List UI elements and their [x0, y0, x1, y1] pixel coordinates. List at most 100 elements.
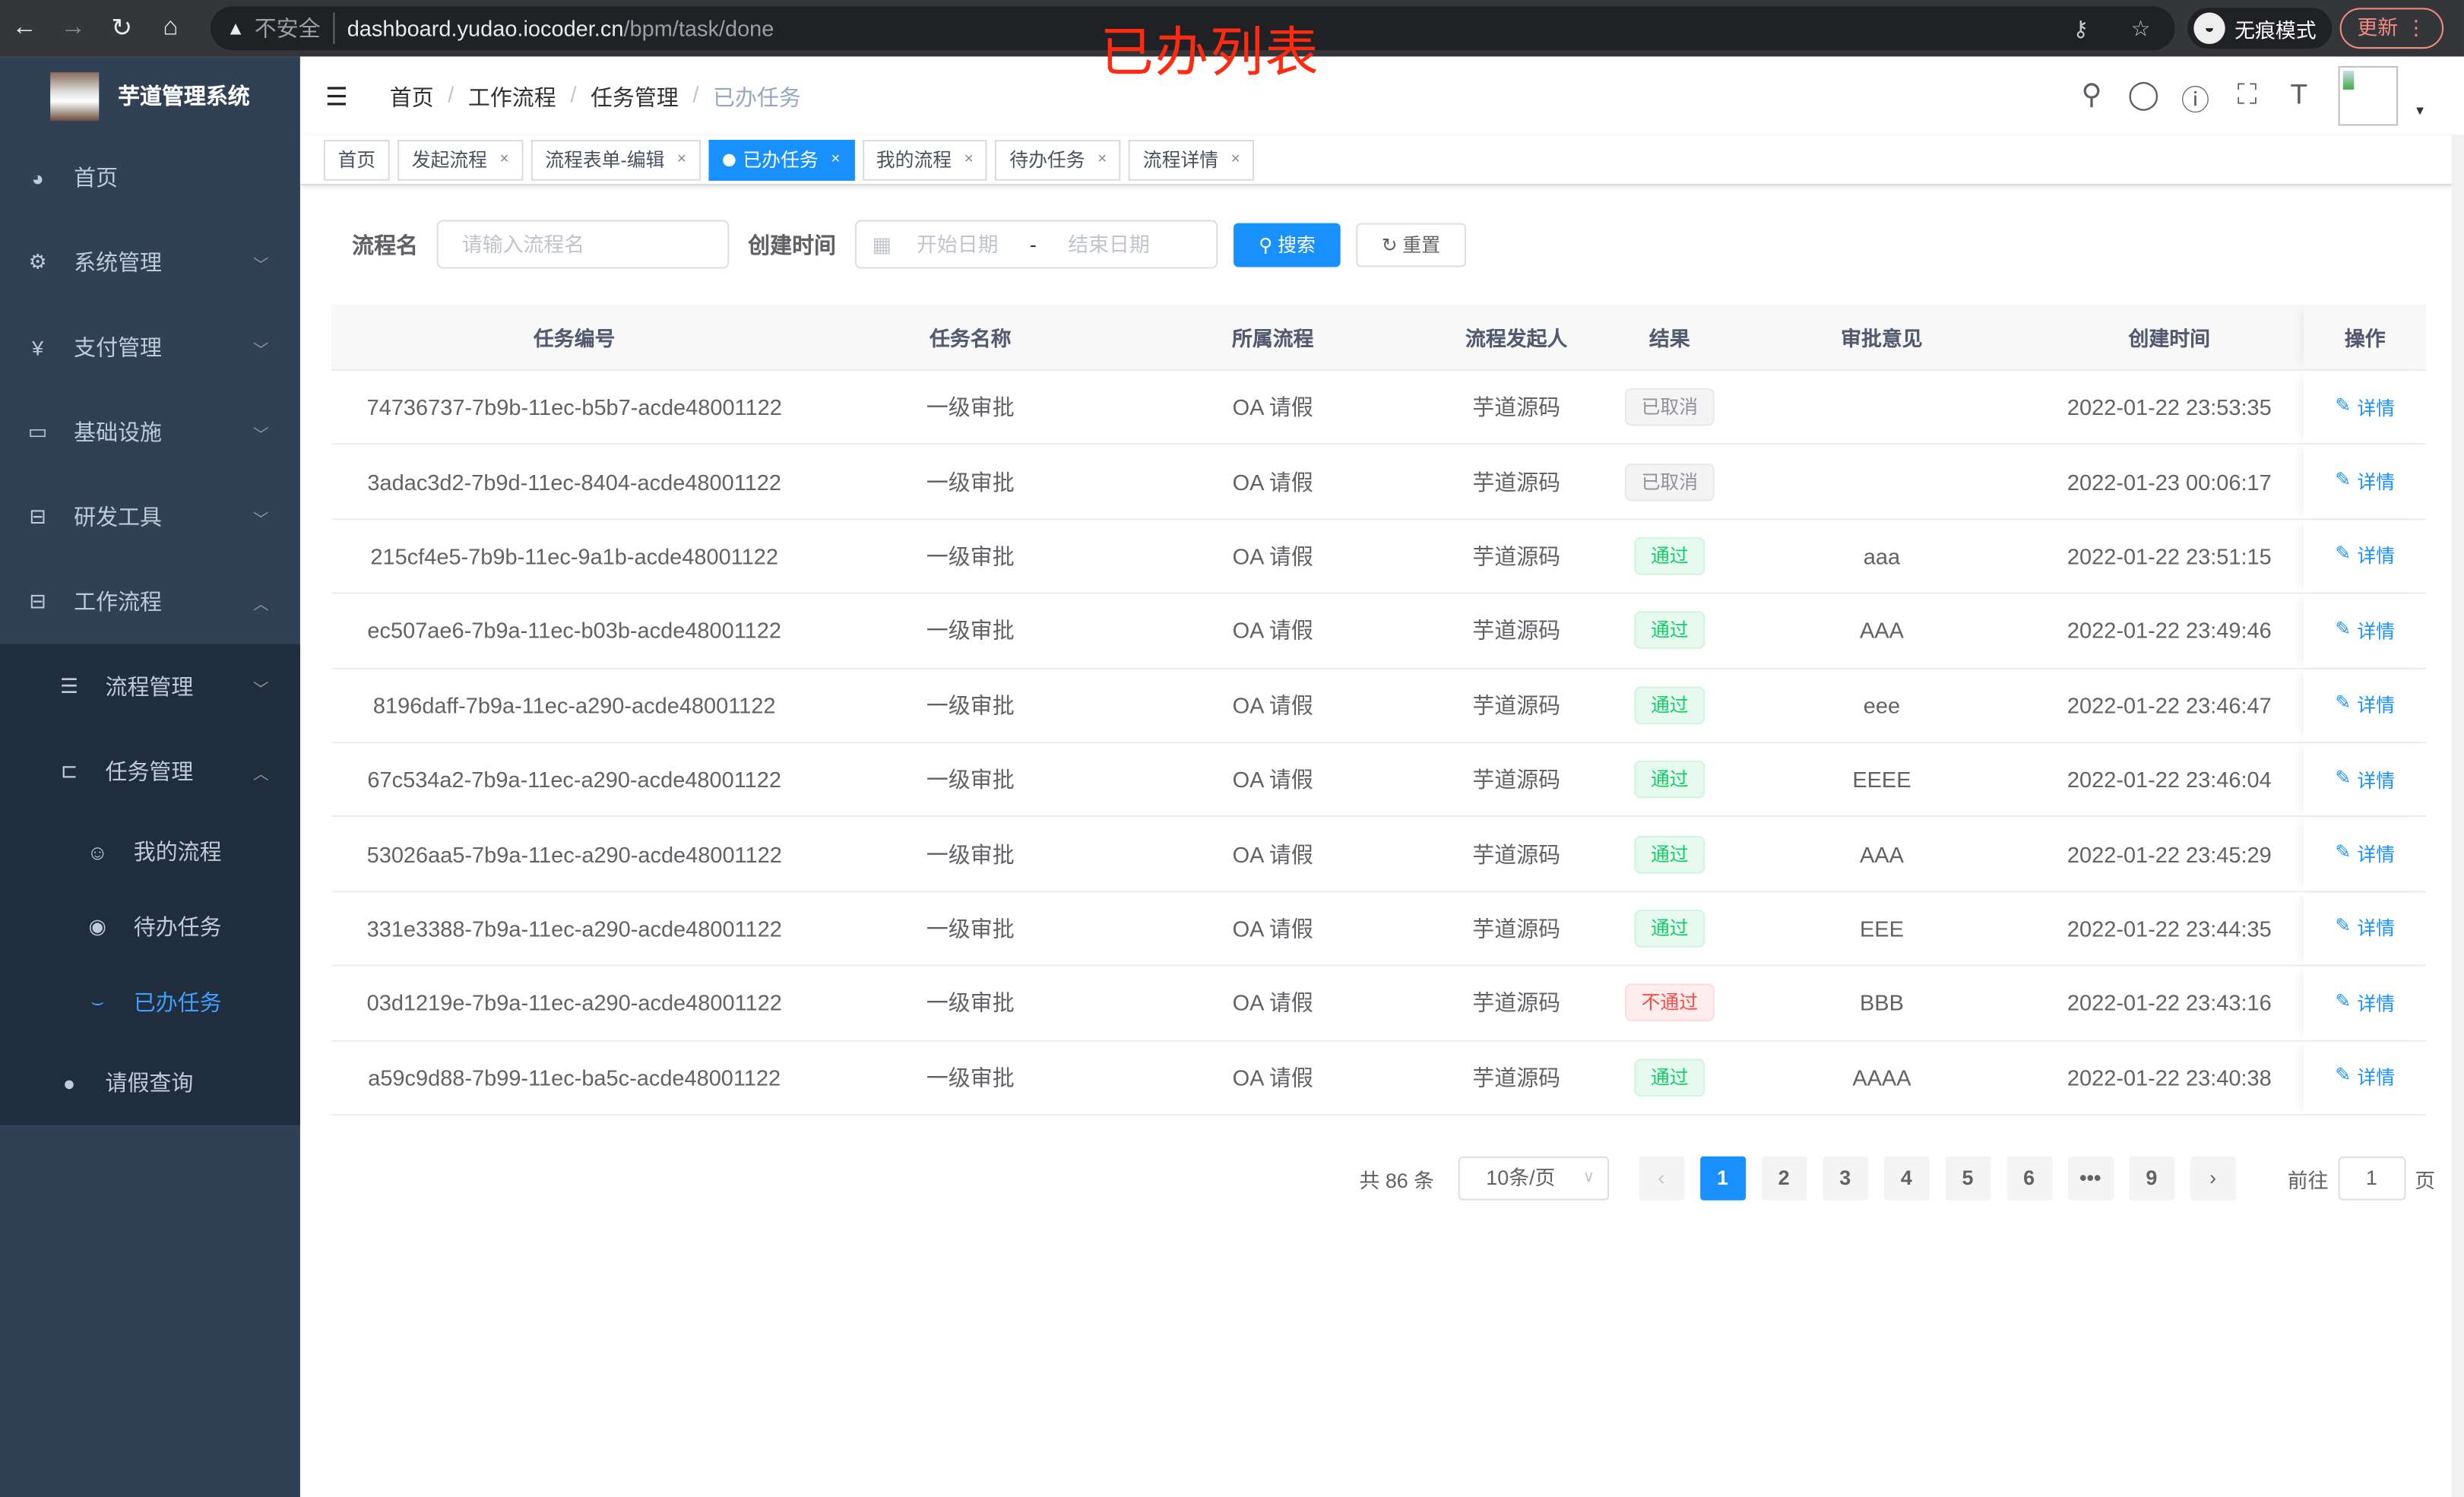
hamburger-icon[interactable]: ☰ — [325, 84, 348, 112]
page-scrollbar[interactable] — [2451, 135, 2464, 1497]
detail-button[interactable]: ✎ 详情 — [2335, 1064, 2395, 1090]
tag-form-edit[interactable]: 流程表单-编辑 × — [530, 138, 701, 180]
task-id: 67c534a2-7b9a-11ec-a290-acde48001122 — [367, 767, 781, 793]
sidebar-item-home[interactable]: ◕ 首页 — [0, 135, 300, 220]
home-icon[interactable]: ⌂ — [163, 14, 179, 41]
page-button[interactable]: 3 — [1822, 1156, 1868, 1201]
next-page-button[interactable]: › — [2190, 1156, 2236, 1201]
sidebar-item-tools[interactable]: ⊟ 研发工具 ﹀ — [0, 474, 300, 559]
close-icon[interactable]: × — [831, 150, 841, 168]
detail-button[interactable]: ✎ 详情 — [2335, 394, 2395, 420]
close-icon[interactable]: × — [1097, 150, 1107, 168]
task-name: 一级审批 — [926, 394, 1015, 420]
create-time: 2022-01-22 23:44:35 — [2067, 916, 2272, 942]
sidebar-item-task-manage[interactable]: ⊏ 任务管理 ︿ — [0, 729, 300, 814]
sidebar-item-leave[interactable]: ● 请假查询 — [0, 1040, 300, 1125]
sidebar-item-my-process[interactable]: ☺ 我的流程 — [0, 814, 300, 889]
breadcrumb-item[interactable]: 工作流程 — [467, 84, 556, 110]
process-name: OA 请假 — [1232, 841, 1313, 867]
close-icon[interactable]: × — [1230, 150, 1240, 168]
address-bar[interactable]: ▲ 不安全 dashboard.yudao.iocoder.cn/bpm/tas… — [211, 6, 2175, 51]
prev-page-button[interactable]: ‹ — [1638, 1156, 1684, 1201]
tag-todo[interactable]: 待办任务 × — [995, 138, 1121, 180]
result-badge: 通过 — [1635, 1058, 1705, 1097]
tag-label: 已办任务 — [743, 148, 819, 171]
list-icon: ☰ — [59, 674, 79, 698]
help-icon[interactable]: ⓘ — [2181, 84, 2210, 117]
tag-my-process[interactable]: 我的流程 × — [862, 138, 988, 180]
table-row: ec507ae6-7b9a-11ec-b03b-acde48001122 一级审… — [331, 594, 2427, 669]
detail-button[interactable]: ✎ 详情 — [2335, 468, 2395, 495]
page-button[interactable]: 2 — [1761, 1156, 1807, 1201]
page-jumper: 前往 1 页 — [2288, 1156, 2435, 1201]
task-id: 215cf4e5-7b9b-11ec-9a1b-acde48001122 — [370, 543, 778, 569]
page-button[interactable]: 1 — [1699, 1156, 1746, 1201]
search-icon[interactable]: ⚲ — [2081, 78, 2102, 110]
sidebar-item-todo[interactable]: ◉ 待办任务 — [0, 889, 300, 964]
task-name: 一级审批 — [926, 916, 1015, 942]
task-id: 8196daff-7b9a-11ec-a290-acde48001122 — [372, 692, 776, 718]
sidebar-item-workflow[interactable]: ⊟ 工作流程 ︿ — [0, 559, 300, 644]
sidebar-item-process-manage[interactable]: ☰ 流程管理 ﹀ — [0, 644, 300, 730]
incognito-badge[interactable]: ◒ 无痕模式 — [2187, 8, 2333, 49]
sidebar-item-infra[interactable]: ▭ 基础设施 ﹀ — [0, 390, 300, 475]
breadcrumb-item[interactable]: 首页 — [389, 84, 434, 110]
update-button[interactable]: 更新 ⋮ — [2339, 8, 2444, 49]
close-icon[interactable]: × — [676, 150, 686, 168]
tag-done-tasks[interactable]: 已办任务 × — [708, 138, 854, 180]
page-button[interactable]: 5 — [1945, 1156, 1991, 1201]
forward-icon[interactable]: → — [60, 14, 86, 41]
detail-button[interactable]: ✎ 详情 — [2335, 692, 2395, 718]
search-button[interactable]: ⚲ 搜索 — [1234, 222, 1341, 267]
range-separator: - — [1029, 233, 1037, 257]
close-icon[interactable]: × — [964, 150, 974, 168]
key-icon[interactable]: ⚷ — [2073, 14, 2089, 40]
date-range-picker[interactable]: ▦ 开始日期 - 结束日期 — [854, 220, 1218, 269]
goto-page-input[interactable]: 1 — [2337, 1156, 2405, 1201]
detail-label: 详情 — [2357, 695, 2396, 717]
more-pages-button[interactable]: ••• — [2067, 1156, 2114, 1201]
user-avatar[interactable] — [2338, 65, 2399, 126]
task-id: 3adac3d2-7b9d-11ec-8404-acde48001122 — [367, 469, 781, 495]
sidebar-item-done[interactable]: ⌣ 已办任务 — [0, 965, 300, 1040]
tag-home[interactable]: 首页 — [323, 138, 390, 180]
detail-button[interactable]: ✎ 详情 — [2335, 989, 2395, 1016]
detail-button[interactable]: ✎ 详情 — [2335, 915, 2395, 942]
detail-button[interactable]: ✎ 详情 — [2335, 840, 2395, 867]
detail-button[interactable]: ✎ 详情 — [2335, 766, 2395, 793]
sidebar-item-system[interactable]: ⚙ 系统管理 ﹀ — [0, 220, 300, 305]
close-icon[interactable]: × — [499, 150, 509, 168]
breadcrumb-item[interactable]: 任务管理 — [590, 84, 679, 110]
sidebar: 芋道管理系统 ◕ 首页 ⚙ 系统管理 ﹀ ¥ 支付管理 ﹀ ▭ 基础设施 ﹀ ⊟ 研发工具 ﹀ ⊟… — [0, 56, 300, 1497]
sidebar-item-label: 请假查询 — [105, 1070, 194, 1096]
task-name: 一级审批 — [926, 618, 1015, 644]
font-size-icon[interactable]: T — [2290, 78, 2308, 110]
page-button[interactable]: 6 — [2006, 1156, 2052, 1201]
detail-button[interactable]: ✎ 详情 — [2335, 543, 2395, 569]
incognito-icon: ◒ — [2193, 12, 2225, 44]
goto-value: 1 — [2365, 1166, 2377, 1190]
sidebar-logo[interactable]: 芋道管理系统 — [0, 56, 300, 135]
task-name: 一级审批 — [926, 543, 1015, 569]
page-size-select[interactable]: 10条/页 ∨ — [1458, 1156, 1609, 1201]
back-icon[interactable]: ← — [11, 14, 37, 41]
tag-process-detail[interactable]: 流程详情 × — [1129, 138, 1255, 180]
detail-button[interactable]: ✎ 详情 — [2335, 617, 2395, 644]
page-button[interactable]: 9 — [2128, 1156, 2174, 1201]
process-starter: 芋道源码 — [1472, 543, 1561, 569]
process-name-input[interactable]: 请输入流程名 — [436, 220, 730, 269]
page-button[interactable]: 4 — [1883, 1156, 1930, 1201]
reset-button[interactable]: ↻ 重置 — [1356, 222, 1466, 267]
edit-icon: ✎ — [2335, 617, 2352, 640]
result-badge: 通过 — [1635, 761, 1705, 799]
star-icon[interactable]: ☆ — [2130, 14, 2151, 40]
edit-icon: ✎ — [2335, 394, 2352, 416]
reload-icon[interactable]: ↻ — [111, 15, 133, 43]
github-icon[interactable]: ◯ — [2127, 78, 2160, 110]
fullscreen-icon[interactable]: ⛶ — [2237, 78, 2257, 110]
incognito-label: 无痕模式 — [2234, 17, 2317, 42]
task-name: 一级审批 — [926, 469, 1015, 495]
tag-start-process[interactable]: 发起流程 × — [397, 138, 524, 180]
sidebar-item-pay[interactable]: ¥ 支付管理 ﹀ — [0, 305, 300, 390]
caret-down-icon[interactable]: ▼ — [2413, 103, 2427, 119]
